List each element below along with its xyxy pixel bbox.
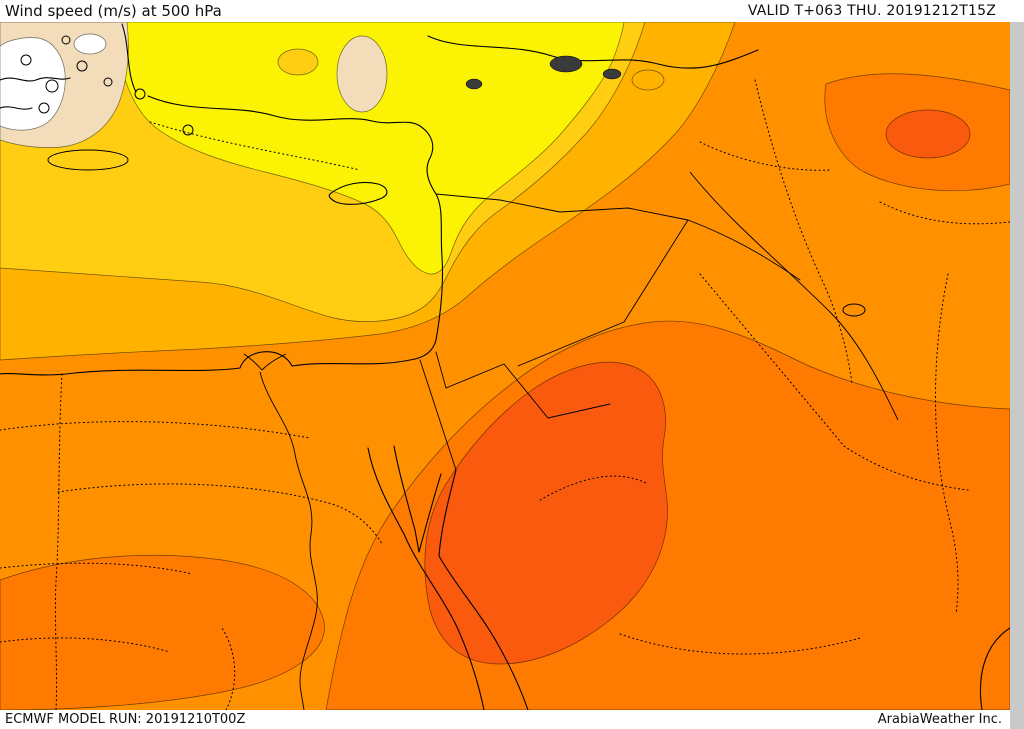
dotted-border <box>843 445 969 491</box>
anatolia-west-coast <box>121 23 137 93</box>
footer-bar: ECMWF MODEL RUN: 20191210T00Z ArabiaWeat… <box>0 710 1010 729</box>
red-sea-east-coast <box>438 469 529 710</box>
aegean-islands <box>20 35 194 171</box>
nile-delta-branch <box>261 353 287 371</box>
header-bar: Wind speed (m/s) at 500 hPa VALID T+063 … <box>0 0 1024 22</box>
island-crete <box>47 149 129 171</box>
lake <box>549 55 583 73</box>
sinai-east-coast <box>418 473 442 553</box>
dotted-lines <box>0 79 1010 710</box>
aegean-coast <box>0 77 71 82</box>
island <box>45 79 59 93</box>
dotted-border-turkey-syria <box>149 121 361 171</box>
cyprus-coast <box>328 181 388 205</box>
island-rhodes <box>182 124 194 136</box>
island <box>20 54 32 66</box>
gulf-of-suez-west <box>367 447 405 535</box>
border-jordan-saudi <box>445 363 611 419</box>
border-jordan-valley <box>435 351 447 389</box>
persian-gulf-coast <box>979 627 1010 710</box>
border-iraq-turkey <box>687 219 801 281</box>
red-sea-west-coast <box>403 533 485 710</box>
island <box>134 88 146 100</box>
island <box>61 35 71 45</box>
island <box>103 77 113 87</box>
dotted-border-libya-egypt <box>54 373 63 710</box>
country-borders <box>419 193 801 471</box>
valid-time-label: VALID T+063 THU. 20191212T15Z <box>747 3 996 19</box>
fill-deep-orange-southwest <box>0 554 325 710</box>
fill-amber-spot <box>631 69 665 91</box>
black-sea-coast <box>427 35 759 69</box>
dotted-line <box>0 421 311 439</box>
nile-river <box>259 371 318 710</box>
fill-cream-anatolia <box>336 35 388 113</box>
dotted-line <box>57 483 383 545</box>
dotted-line <box>619 633 861 655</box>
map-area <box>0 22 1010 710</box>
model-run-label: ECMWF MODEL RUN: 20191210T00Z <box>5 712 246 727</box>
coastlines <box>0 23 1010 710</box>
map-title: Wind speed (m/s) at 500 hPa <box>5 2 222 20</box>
dotted-line <box>221 627 236 710</box>
dotted-line <box>935 273 959 615</box>
lake <box>465 78 483 90</box>
fill-red-orange-core <box>424 361 668 665</box>
border-egypt-israel <box>419 359 457 471</box>
attribution-label: ArabiaWeather Inc. <box>877 712 1002 727</box>
lakes <box>465 55 866 317</box>
border-syria-iraq <box>517 219 689 367</box>
mediterranean-coast <box>0 95 444 376</box>
euphrates-river <box>689 171 899 421</box>
contour-fills <box>0 22 1010 710</box>
dotted-line <box>0 637 171 653</box>
fill-white-spot <box>73 33 107 55</box>
rivers <box>243 171 899 710</box>
lake <box>602 68 622 80</box>
lake <box>842 303 866 317</box>
fill-gold-spot <box>277 48 319 76</box>
sinai-west-coast <box>393 445 420 553</box>
border-turkey-syria <box>435 193 689 221</box>
wind-speed-map <box>0 22 1010 710</box>
island <box>38 102 50 114</box>
fill-yellow-band <box>111 22 625 275</box>
island <box>76 60 88 72</box>
dotted-line <box>0 562 193 575</box>
fill-red-orange-northeast-core <box>885 109 971 159</box>
dotted-line <box>879 201 1010 225</box>
aegean-coast <box>0 106 33 110</box>
nile-delta-branch <box>243 353 263 371</box>
dotted-border-iran <box>754 79 853 385</box>
